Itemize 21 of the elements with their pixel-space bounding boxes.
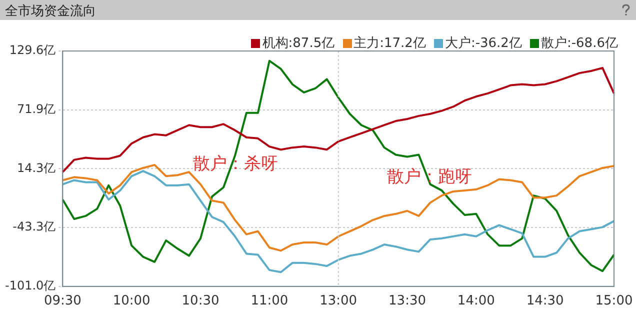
legend-label: 机构:87.5亿 <box>262 35 335 52</box>
x-tick-label: 14:00 <box>457 294 495 309</box>
x-tick-label: 11:00 <box>250 294 288 309</box>
x-tick-label: 09:30 <box>44 294 82 309</box>
x-tick-label: 13:30 <box>388 294 426 309</box>
y-tick-label: 14.3亿 <box>16 160 56 175</box>
x-tick-label: 15:00 <box>595 294 633 309</box>
x-tick-label: 14:30 <box>526 294 564 309</box>
x-tick-label: 10:00 <box>112 294 150 309</box>
legend-label: 散户:-68.6亿 <box>540 35 618 52</box>
legend-label: 主力:17.2亿 <box>354 35 426 52</box>
y-tick-label: 71.9亿 <box>16 102 56 116</box>
chart-title: 全市场资金流向 <box>5 3 96 20</box>
y-tick-label: -43.3亿 <box>12 220 56 234</box>
annotation: 散户：跑呀 <box>387 166 472 188</box>
x-tick-label: 13:00 <box>320 294 358 309</box>
x-tick-label: 10:30 <box>182 294 220 309</box>
legend-label: 大户:-36.2亿 <box>444 35 522 52</box>
y-tick-label: 129.6亿 <box>9 43 56 58</box>
annotation: 散户：杀呀 <box>193 153 278 175</box>
y-tick-label: -101.0亿 <box>4 278 56 293</box>
